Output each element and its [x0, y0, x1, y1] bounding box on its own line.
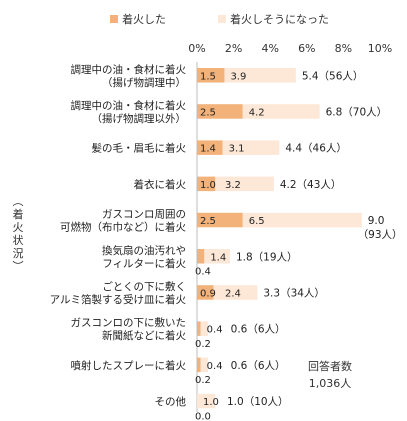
data-label-near: 0.4: [207, 325, 223, 336]
data-label-near: 4.2: [249, 107, 265, 118]
data-label-near: 1.0: [203, 397, 219, 408]
data-label-near: 2.4: [225, 288, 241, 299]
x-tick-label: 8%: [335, 42, 352, 55]
x-tick-label: 2%: [225, 42, 242, 55]
bar-near: [215, 176, 274, 192]
category-label: ガスコンロ周囲の可燃物（布巾など）に着火: [60, 209, 186, 234]
data-label-total: 1.0（10人）: [227, 396, 289, 408]
bar-fired: [197, 249, 205, 264]
data-label-total: 0.6（6人）: [231, 360, 286, 372]
category-label: 噴射したスプレーに着火: [71, 359, 187, 372]
bar-fired: [197, 68, 225, 83]
bar-near: [197, 393, 216, 409]
data-label-near: 0.4: [207, 361, 223, 372]
category-label: 着衣に着火: [134, 178, 187, 191]
bar-fired: [197, 212, 243, 228]
data-label-fired: 1.4: [200, 144, 216, 155]
bar-near: [242, 104, 320, 119]
data-label-near: 3.9: [230, 71, 246, 82]
bar-fired: [197, 176, 216, 192]
y-axis-title: ︵着火状況︶: [13, 195, 24, 273]
x-tick-label: 6%: [298, 42, 315, 55]
data-label-fired: 0.9: [200, 288, 216, 299]
category-label: その他: [155, 395, 187, 408]
data-label-total: 9.0: [368, 215, 385, 227]
bar-near: [200, 357, 208, 373]
data-label-near: 6.5: [249, 216, 265, 227]
data-label-near: 3.1: [229, 144, 245, 155]
data-label-fired: 2.5: [200, 107, 216, 118]
bar-near: [222, 140, 280, 155]
data-label-near: 3.2: [225, 180, 241, 191]
bar-fired: [197, 357, 201, 373]
data-label-total: 4.4（46人）: [285, 143, 347, 155]
data-label-total: 4.2（43人）: [280, 179, 342, 191]
category-label: ガスコンロの下に敷いた新聞紙などに着火: [71, 316, 187, 342]
category-label: 調理中の油・食材に着火（揚げ物調理以外）: [71, 99, 187, 125]
bar-near: [200, 321, 208, 336]
data-label-fired: 0.2: [195, 375, 211, 386]
data-label-fired: 1.5: [200, 71, 216, 82]
bar-near: [224, 68, 296, 83]
data-label-fired: 0.0: [195, 411, 211, 421]
data-label-fired: 0.4: [195, 267, 211, 278]
data-label-fired: 1.0: [200, 180, 216, 191]
data-label-fired: 2.5: [200, 216, 216, 227]
category-label: 調理中の油・食材に着火（揚げ物調理中）: [71, 63, 187, 89]
data-label-total-extra: （93人）: [358, 229, 403, 241]
data-label-fired: 0.2: [195, 339, 211, 350]
bar-fired: [197, 285, 214, 300]
x-tick-label: 10%: [368, 42, 392, 55]
data-label-total: 6.8（70人）: [326, 106, 388, 118]
data-label-total: 0.6（6人）: [231, 324, 286, 336]
bar-fired: [197, 321, 201, 336]
bar-fired: [197, 140, 223, 155]
respondents-note-count: 1,036人: [309, 377, 352, 390]
respondents-note-label: 回答者数: [308, 359, 352, 373]
data-label-total: 3.3（34人）: [263, 287, 325, 299]
bar-near: [204, 249, 230, 264]
legend-swatch-1: [110, 15, 118, 23]
data-label-total: 5.4（56人）: [302, 70, 364, 82]
x-tick-label: 4%: [261, 42, 278, 55]
legend-label-1: 着火した: [122, 12, 166, 26]
x-tick-label: 0%: [188, 42, 205, 55]
data-label-near: 1.4: [210, 252, 226, 263]
bar-fired: [197, 104, 243, 119]
legend-swatch-2: [218, 15, 226, 23]
data-label-total: 1.8（19人）: [236, 251, 298, 263]
bar-near: [213, 285, 258, 300]
category-label: 換気扇の油汚れやフィルターに着火: [102, 244, 186, 270]
category-label: ごとくの下に敷くアルミ箔製する受け皿に着火: [50, 280, 187, 306]
category-label: 髪の毛・眉毛に着火: [92, 142, 187, 155]
legend-label-2: 着火しそうになった: [230, 12, 329, 26]
bar-near: [242, 212, 362, 228]
